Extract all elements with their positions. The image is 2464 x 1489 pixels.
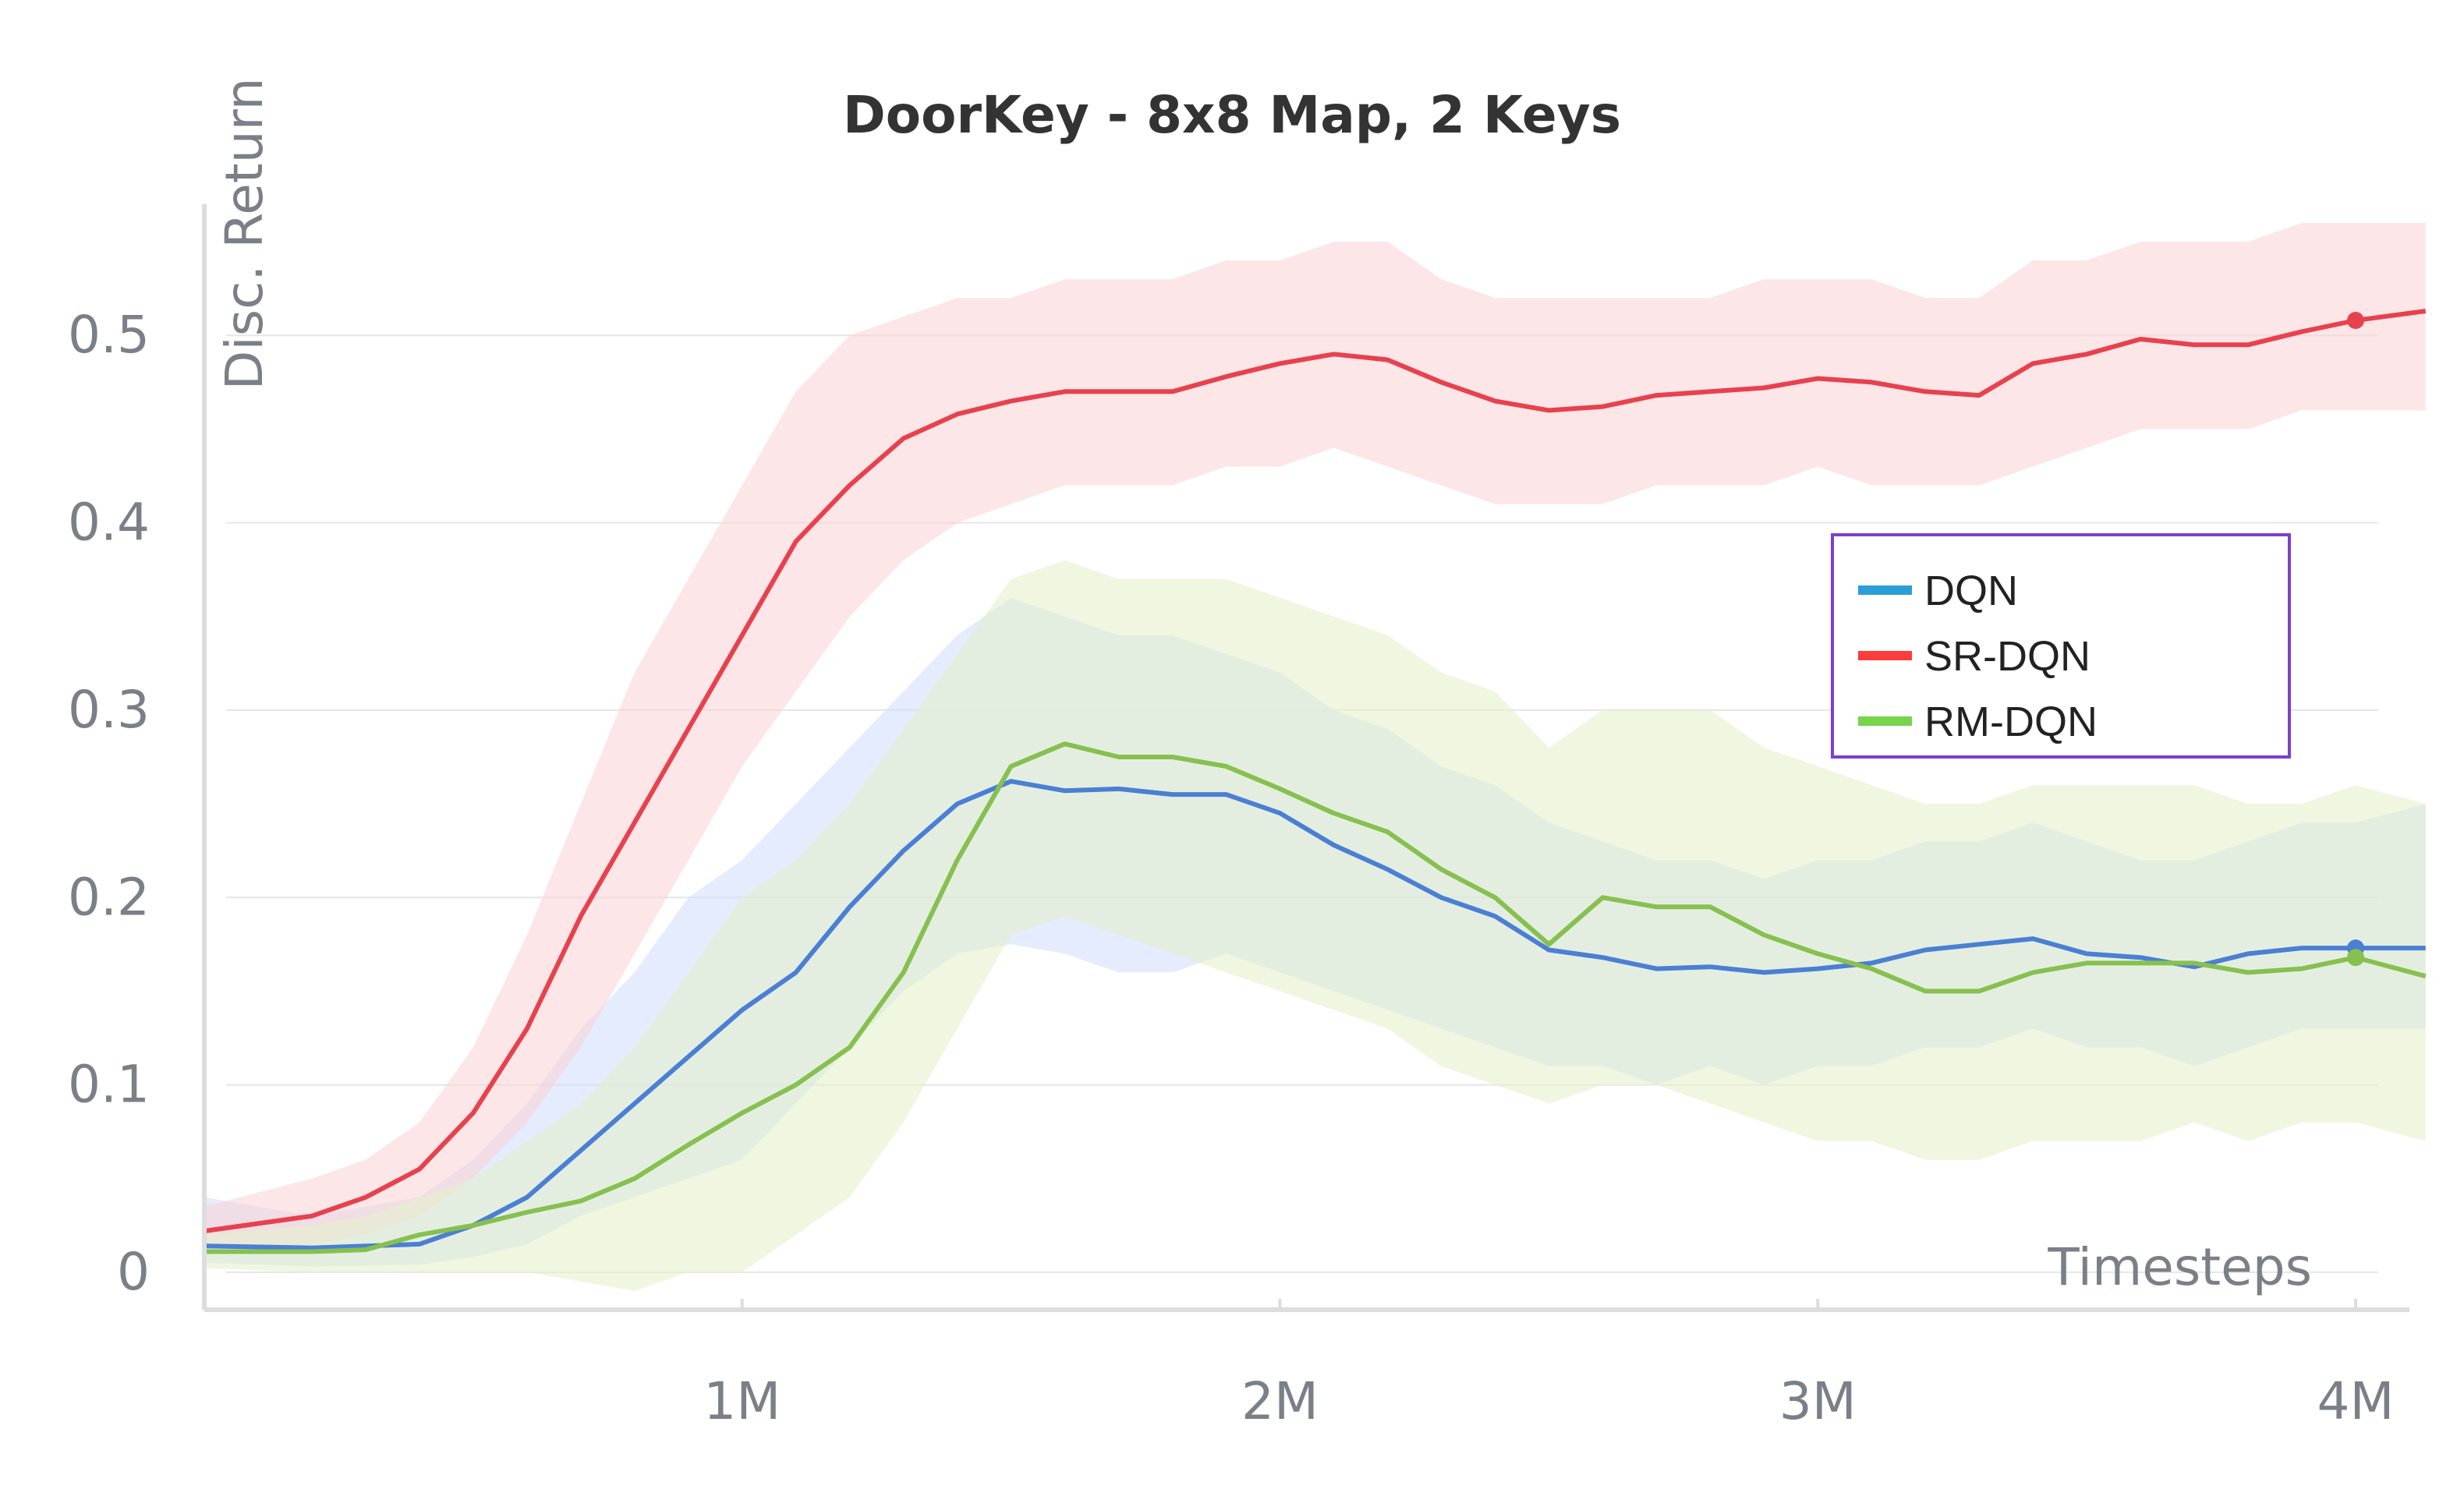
x-tick-label: 2M	[1241, 1371, 1319, 1431]
y-tick-label: 0	[117, 1242, 150, 1302]
band-rm-dqn	[204, 560, 2426, 1291]
line-sr-dqn	[204, 309, 2427, 1234]
legend: DQN SR-DQN RM-DQN	[1831, 533, 2291, 759]
legend-label-dqn: DQN	[1924, 568, 2018, 614]
line-rm-dqn	[204, 741, 2427, 1254]
end-marker-sr-dqn	[2347, 312, 2365, 330]
band-sr-dqn	[204, 223, 2426, 1254]
x-tick-label: 1M	[703, 1371, 781, 1431]
chart-title: DoorKey - 8x8 Map, 2 Keys	[843, 85, 1621, 145]
end-marker-rm-dqn	[2347, 949, 2365, 967]
confidence-bands	[204, 223, 2426, 1291]
end-markers	[2347, 312, 2365, 967]
y-tick-label: 0.1	[68, 1055, 150, 1115]
y-tick-label: 0.5	[68, 305, 150, 365]
x-tick-label: 3M	[1779, 1371, 1857, 1431]
line-dqn	[204, 779, 2426, 1250]
y-tick-label: 0.4	[68, 493, 150, 553]
series-lines	[204, 309, 2427, 1254]
axes	[202, 204, 2409, 1312]
tick-labels: 0 0.1 0.2 0.3 0.4 0.5 1M 2M 3M 4M	[68, 305, 2394, 1431]
legend-label-rm-dqn: RM-DQN	[1924, 699, 2098, 745]
y-axis-label: Disc. Return	[214, 78, 274, 391]
legend-label-sr-dqn: SR-DQN	[1924, 633, 2091, 680]
y-tick-label: 0.2	[68, 867, 150, 927]
x-tick-label: 4M	[2317, 1371, 2395, 1431]
y-tick-label: 0.3	[68, 680, 150, 740]
x-axis-label: Timesteps	[2047, 1237, 2312, 1297]
